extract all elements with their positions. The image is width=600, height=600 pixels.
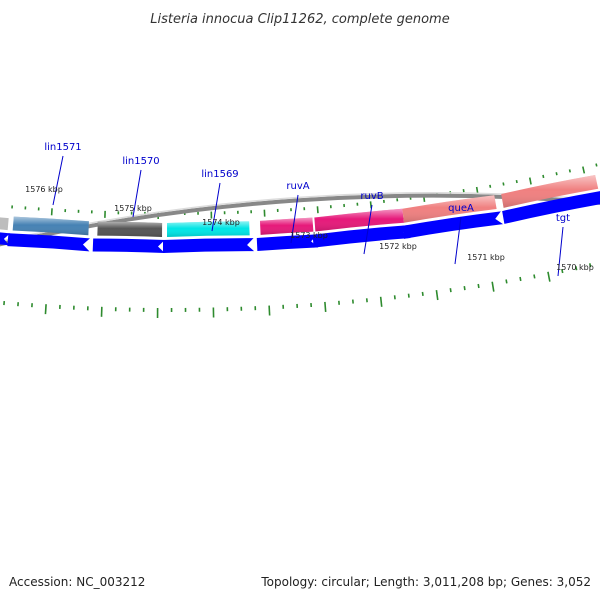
gc-tick [568, 169, 571, 173]
gene-bar-queA [402, 195, 497, 223]
skew-tick [379, 296, 383, 307]
label-leader [363, 204, 373, 255]
skew-tick [435, 290, 439, 301]
label-leader [52, 155, 64, 206]
gc-tick [582, 166, 586, 174]
label-leader [132, 169, 142, 218]
gene-bar-lin1571 [12, 216, 89, 236]
cds-arrow [162, 238, 255, 253]
skew-tick [463, 286, 466, 291]
gene-label-ruvB: ruvB [360, 191, 383, 202]
gc-tick [369, 201, 373, 209]
gene-label-queA: queA [448, 203, 474, 214]
skew-tick [449, 288, 452, 293]
skew-tick [324, 301, 327, 313]
skew-tick [519, 276, 522, 282]
scale-labels: 1576 kbp 1575 kbp 1574 kbp 1573 kbp 1572 kbp… [25, 185, 594, 272]
skew-tick [477, 283, 480, 289]
gene-bar-ruvB [314, 208, 405, 232]
scale-label: 1572 kbp [379, 242, 417, 251]
gene-label-lin1571: lin1571 [44, 142, 81, 153]
gc-tick [489, 184, 492, 188]
label-leader [454, 216, 462, 265]
gene-label-lin1570: lin1570 [122, 156, 159, 167]
gc-tick [316, 206, 319, 214]
cds-arrow [7, 233, 90, 252]
feature-track [0, 175, 599, 237]
gc-tick [502, 182, 505, 186]
gc-tick [595, 163, 598, 167]
scale-label: 1573 kbp [290, 231, 328, 240]
skew-tick [533, 274, 536, 279]
label-leader [211, 182, 221, 232]
skew-tick [575, 266, 578, 271]
label-leader [557, 226, 564, 277]
cds-arrow [312, 225, 411, 248]
gene-bar-lin1569 [167, 221, 250, 237]
cds-arrow [402, 211, 504, 239]
scale-label: 1571 kbp [467, 253, 505, 262]
skew-tick [547, 271, 551, 282]
gc-tick [515, 179, 518, 184]
cds-arrow [502, 191, 600, 224]
cds-fragment [0, 232, 11, 246]
accession-text: Accession: NC_003212 [9, 575, 145, 589]
scale-label: 1575 kbp [114, 204, 152, 213]
cds-arrow [256, 234, 319, 252]
skew-tick [491, 281, 495, 292]
skew-tick [561, 268, 564, 274]
map-title: Listeria innocua Clip11262, complete gen… [150, 12, 449, 27]
cds-track [0, 191, 600, 253]
gc-tick [542, 174, 545, 179]
gene-bar-lin1570 [97, 221, 163, 237]
gene-bar-tgt [501, 175, 599, 208]
scale-label: 1576 kbp [25, 185, 63, 194]
cds-arrow [92, 238, 165, 253]
label-leader [290, 194, 299, 244]
gene-label-tgt: tgt [556, 213, 570, 224]
gc-tick [555, 172, 558, 176]
gene-bar-ruvA [259, 217, 314, 235]
scale-label: 1570 kbp [556, 263, 594, 272]
gc-tick [528, 177, 532, 185]
gene-fragment [0, 217, 9, 231]
skew-tick [588, 263, 592, 268]
scale-label: 1574 kbp [202, 218, 240, 227]
skew-tick [505, 279, 508, 284]
gene-label-lin1569: lin1569 [201, 169, 238, 180]
gene-labels: lin1571 lin1570 lin1569 ruvA ruvB queA tgt [44, 142, 570, 277]
genome-stats-text: Topology: circular; Length: 3,011,208 bp… [260, 575, 591, 589]
skew-tick [44, 304, 47, 315]
gene-label-ruvA: ruvA [286, 181, 309, 192]
skew-tick [421, 291, 424, 297]
